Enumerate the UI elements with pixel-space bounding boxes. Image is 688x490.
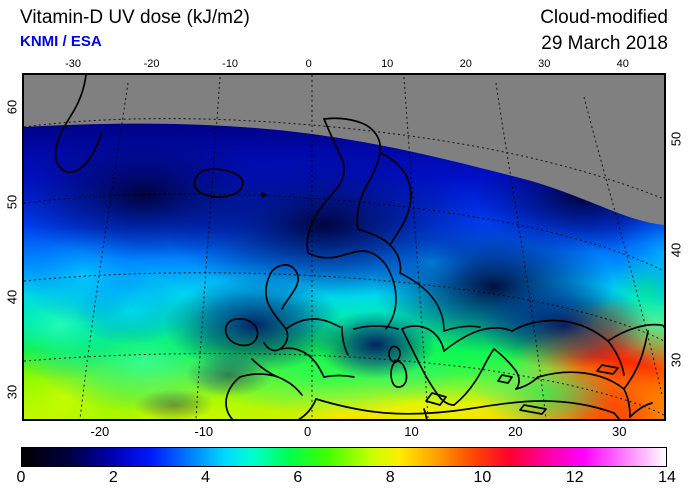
no-data-region xyxy=(24,75,664,225)
axis-bottom-tick-20: 20 xyxy=(508,424,523,439)
axis-left-tick-30: 30 xyxy=(4,385,20,400)
colorbar-tick-14: 14 xyxy=(658,469,676,486)
colorbar-tick-0: 0 xyxy=(16,469,26,486)
axis-top-tick--10: -10 xyxy=(222,58,239,70)
axis-top-tick--20: -20 xyxy=(143,58,160,70)
axis-top-tick--30: -30 xyxy=(65,58,81,70)
colorbar-gradient xyxy=(22,448,666,466)
axis-top-tick-20: 20 xyxy=(459,58,472,70)
axis-top-tick-40: 40 xyxy=(616,58,629,70)
axis-left-tick-40: 40 xyxy=(4,290,20,305)
axis-top-tick-10: 10 xyxy=(381,58,394,70)
map-plot-area xyxy=(22,73,666,421)
uv-field-clearsky-features xyxy=(24,203,664,345)
axis-left-tick-50: 50 xyxy=(4,195,20,210)
axis-top-tick-30: 30 xyxy=(538,58,551,70)
axis-bottom-tick--10: -10 xyxy=(194,424,214,439)
axis-bottom-tick--20: -20 xyxy=(90,424,110,439)
product-type-label: Cloud-modified xyxy=(540,7,668,28)
colorbar-tick-10: 10 xyxy=(473,469,492,486)
colorbar-tick-2: 2 xyxy=(108,469,118,486)
page-title: Vitamin-D UV dose (kJ/m2) xyxy=(20,7,250,28)
axis-right-tick-50: 50 xyxy=(668,132,684,147)
colorbar-tick-12: 12 xyxy=(565,469,584,486)
axis-right-tick-30: 30 xyxy=(668,353,684,368)
colorbar xyxy=(21,447,667,467)
date-label: 29 March 2018 xyxy=(541,33,668,54)
graticule xyxy=(24,75,664,419)
axis-right-tick-40: 40 xyxy=(668,242,684,257)
axis-bottom-tick-0: 0 xyxy=(304,424,312,439)
axis-top-tick-0: 0 xyxy=(305,58,312,70)
uv-dose-heatmap xyxy=(24,75,664,419)
colorbar-tick-6: 6 xyxy=(293,469,303,486)
axis-bottom-tick-10: 10 xyxy=(404,424,419,439)
axis-left-tick-60: 60 xyxy=(4,99,20,115)
colorbar-tick-8: 8 xyxy=(385,469,395,486)
figure-header: Vitamin-D UV dose (kJ/m2) KNMI / ESA Clo… xyxy=(0,0,688,58)
institute-label: KNMI / ESA xyxy=(20,33,102,50)
colorbar-tick-4: 4 xyxy=(201,469,211,486)
axis-bottom-tick-30: 30 xyxy=(612,424,627,439)
coastlines xyxy=(54,75,664,419)
